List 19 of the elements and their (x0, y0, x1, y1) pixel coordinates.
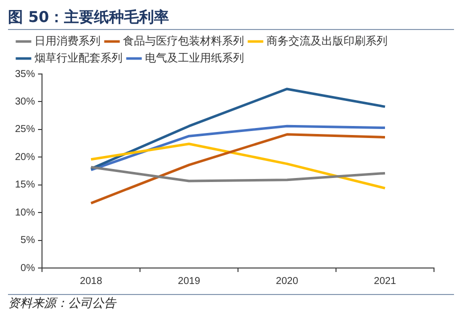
legend-label: 商务交流及出版印刷系列 (266, 34, 388, 48)
x-tick-label: 2021 (374, 276, 397, 287)
y-tick-label: 5% (20, 235, 36, 246)
y-tick-label: 15% (15, 180, 36, 191)
y-tick-label: 35% (15, 68, 36, 80)
x-tick-label: 2018 (80, 276, 103, 287)
x-tick-label: 2019 (178, 276, 201, 287)
y-tick-label: 25% (15, 124, 36, 136)
legend-label: 烟草行业配套系列 (34, 51, 122, 64)
legend-label: 电气及工业用纸系列 (145, 51, 244, 64)
chart-title: 图 50：主要纸种毛利率 (8, 8, 454, 30)
text: 资料来源：公司公告 (8, 295, 454, 312)
legend-label: 日用消费系列 (34, 34, 100, 48)
y-tick-label: 30% (15, 96, 36, 108)
x-tick-label: 2020 (276, 276, 299, 287)
legend-label: 食品与医疗包装材料系列 (123, 34, 244, 48)
y-tick-label: 10% (15, 207, 36, 218)
y-tick-label: 20% (15, 152, 36, 163)
y-tick-label: 0% (20, 262, 36, 274)
